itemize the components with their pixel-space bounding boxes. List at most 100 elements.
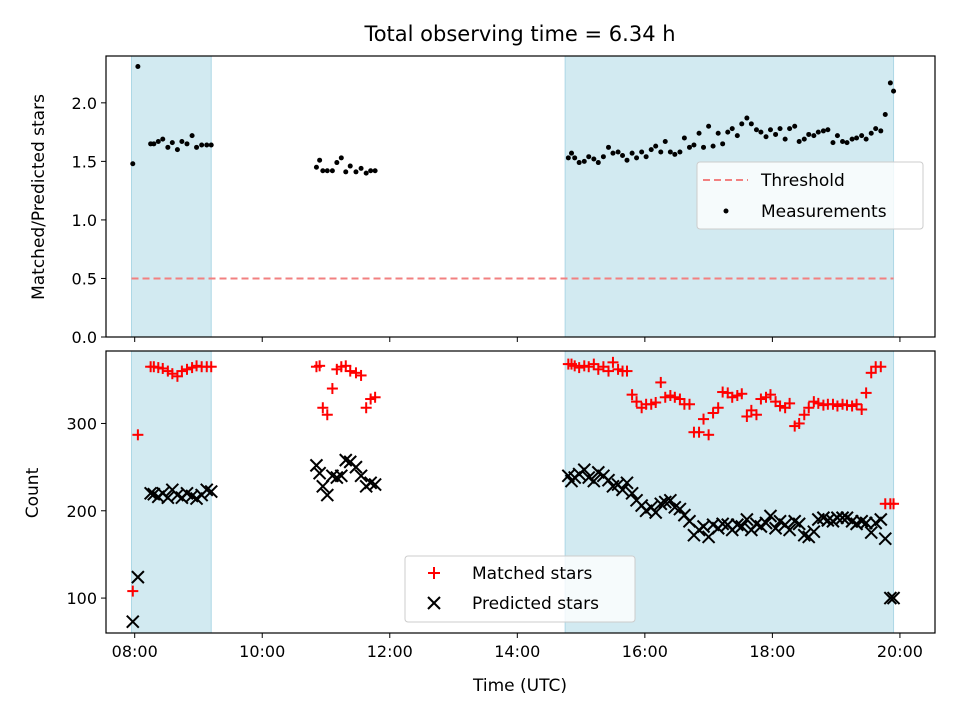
matched-star-point [621,365,633,377]
measurement-point [681,135,687,141]
matched-star-point [831,400,843,412]
predicted-star-point [792,517,806,531]
predicted-star-point [735,519,749,534]
measurement-point [368,168,374,174]
measurement-point [204,142,210,148]
measurement-point [581,158,587,164]
matched-star-point [355,369,367,381]
predicted-star-point [316,479,330,494]
matched-star-point [860,387,872,399]
matched-star-point [132,429,144,441]
predicted-star-point [797,528,811,542]
measurement-point [189,133,195,139]
predicted-star-point [161,490,175,505]
measurement-point [878,128,884,134]
measurement-point [624,157,630,163]
measurement-point [806,131,812,137]
measurement-point [329,168,335,174]
measurement-point [151,141,157,147]
measurement-point [748,121,754,127]
measurement-point [363,170,369,176]
measurement-point [758,129,764,135]
measurement-point [734,133,740,139]
measurement-point [720,141,726,147]
measurement-point [653,143,659,149]
measurement-point [706,123,712,129]
predicted-star-point [768,521,783,535]
predicted-star-point [859,516,873,530]
measurement-point [353,169,359,175]
matched-star-point [798,409,810,421]
measurement-point [372,168,378,174]
matched-star-point [803,402,815,414]
matched-star-point [655,376,667,388]
predicted-star-point [200,483,214,497]
matched-star-point [205,361,217,373]
bottom-xtick-label: 20:00 [877,642,923,661]
predicted-star-point [601,473,616,487]
predicted-star-point [874,512,888,527]
top-axes-frame [105,55,936,338]
matched-star-point [176,365,188,377]
measurement-point [787,126,793,132]
measurement-point [610,150,616,156]
measurement-point [313,164,319,170]
predicted-star-point [830,511,845,525]
measurement-point [160,136,166,142]
predicted-star-point [334,469,349,483]
measurement-point [753,127,759,133]
matched-star-point [127,585,139,597]
measurement-point [155,138,161,144]
measurement-point [174,147,180,153]
predicted-star-point [577,463,591,477]
matched-star-point [851,398,863,410]
matched-star-point [659,391,671,403]
matched-star-point [669,391,681,403]
measurement-point [639,149,645,155]
matched-star-point [875,361,887,373]
measurement-point [725,129,731,135]
legend-threshold-label: Threshold [760,171,845,191]
matched-star-point [736,388,748,400]
measurement-point [643,154,649,160]
predicted-star-point [312,466,327,480]
x-axis-label: Time (UTC) [472,676,567,696]
measurement-point [868,130,874,136]
measurement-point [715,130,721,136]
bottom-xtick-label: 08:00 [112,642,158,661]
measurement-point [863,136,869,142]
measurement-point [815,129,821,135]
matched-star-point [181,363,193,375]
predicted-star-point [807,525,821,539]
matched-star-point [344,365,356,377]
measurement-point [696,130,702,136]
measurement-point [701,144,707,150]
measurement-point [634,155,640,161]
measurement-point [169,140,175,146]
predicted-star-point [835,511,850,525]
matched-star-point [166,368,178,380]
matched-star-point [755,393,767,405]
top-ytick-label: 0.5 [72,269,97,288]
predicted-star-point [339,453,353,467]
measurement-point [763,134,769,140]
predicted-star-point [620,476,634,490]
matched-star-point [360,402,372,414]
predicted-star-point [368,477,382,492]
matched-star-point [369,391,381,403]
matched-star-point [774,400,786,412]
bottom-legend: Matched stars Predicted stars [404,555,636,623]
measurement-point [620,153,626,159]
bottom-ytick-label: 300 [66,414,97,433]
matched-star-point [784,397,796,409]
predicted-star-point [864,525,878,540]
matched-star-point [326,383,338,395]
predicted-star-point [759,516,773,530]
measurement-point [887,80,893,86]
predicted-star-point [330,470,344,485]
predicted-star-point [782,523,797,537]
matched-star-point [314,360,326,372]
measurement-point [739,121,745,127]
matched-star-point [712,402,724,414]
